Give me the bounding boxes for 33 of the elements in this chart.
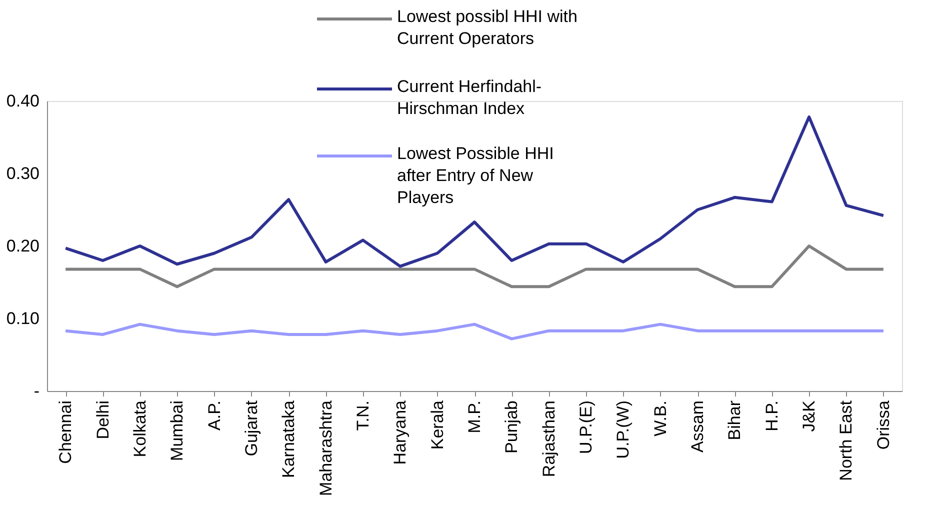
x-tick-label: Kolkata bbox=[130, 400, 150, 458]
y-tick-label: 0.20 bbox=[6, 236, 40, 256]
x-tick-label: North East bbox=[836, 400, 856, 481]
x-tick-label: Bihar bbox=[725, 400, 744, 440]
x-tick-label: T.N. bbox=[353, 400, 372, 431]
x-tick-label: Mumbai bbox=[168, 400, 187, 461]
y-tick-label: 0.40 bbox=[6, 92, 40, 110]
x-tick-label: Haryana bbox=[390, 400, 410, 465]
x-tick-label: Orissa bbox=[874, 400, 893, 450]
x-tick-label: Delhi bbox=[93, 400, 112, 440]
x-tick-label: U.P.(W) bbox=[614, 400, 633, 459]
x-tick-label: Punjab bbox=[502, 400, 522, 454]
legend-label: Lowest Possible HHI after Entry of New Players bbox=[397, 144, 554, 207]
y-tick-label: - bbox=[34, 382, 40, 400]
x-tick-label: Karnataka bbox=[279, 400, 298, 478]
x-tick-label: U.P.(E) bbox=[576, 400, 596, 454]
x-tick-label: Maharashtra bbox=[316, 400, 336, 496]
x-tick-label: J&K bbox=[800, 400, 819, 432]
x-tick-label: M.P. bbox=[465, 400, 484, 434]
legend-label: Current Herfindahl-Hirschman Index bbox=[397, 77, 542, 118]
x-tick-label: Kerala bbox=[428, 400, 447, 450]
x-tick-label: Assam bbox=[688, 400, 708, 452]
x-tick-label: Rajasthan bbox=[539, 400, 558, 478]
line-series bbox=[64, 115, 885, 268]
x-tick-label: Chennai bbox=[56, 400, 76, 464]
y-tick-label: 0.30 bbox=[6, 164, 40, 183]
x-tick-label: W.B. bbox=[650, 400, 670, 436]
line-series bbox=[64, 322, 885, 340]
y-tick-label: 0.10 bbox=[6, 309, 40, 328]
x-tick-label: Gujarat bbox=[242, 400, 261, 456]
legend-label: Lowest possibl HHI with Current Operators bbox=[397, 7, 578, 48]
x-tick-label: H.P. bbox=[762, 400, 782, 432]
x-tick-label: A.P. bbox=[204, 400, 224, 430]
